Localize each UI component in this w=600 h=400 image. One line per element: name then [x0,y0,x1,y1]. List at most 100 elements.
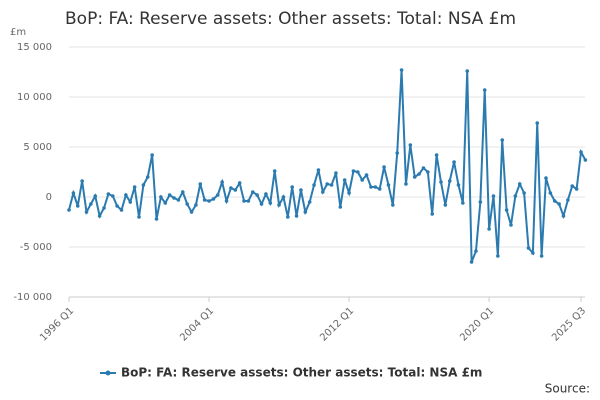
point [294,214,299,218]
point [167,193,172,197]
point [250,190,255,194]
point [583,158,588,162]
point [312,183,316,187]
point [89,202,93,206]
point [391,203,395,207]
point [237,181,242,185]
point [426,170,430,174]
point [159,195,163,199]
point [539,254,544,258]
x-tick-label: 2012 Q1 [318,305,356,343]
point [224,199,229,203]
point [264,192,268,196]
point [386,183,391,187]
x-tick-label: 2020 Q1 [458,305,496,343]
point [290,185,294,189]
y-axis-label: £m [10,27,26,38]
point [456,183,461,187]
point [75,204,80,208]
point [342,178,347,182]
point [316,168,321,172]
point [500,138,505,142]
point [154,217,159,221]
point [246,199,251,203]
point [526,246,531,250]
point [180,190,185,194]
point [513,194,518,198]
point [106,192,111,196]
point [522,191,526,195]
point [124,193,128,197]
point [517,182,522,186]
point [198,182,203,186]
point [137,215,141,219]
point [211,197,216,201]
point [172,196,176,200]
x-tick-label: 2025 Q3 [550,305,588,343]
point [504,208,509,212]
point [408,143,413,147]
point [272,169,277,173]
point [491,194,496,198]
point [364,173,369,177]
point [579,150,583,154]
point [574,187,579,191]
point [531,251,535,255]
y-tick-label: -10 000 [13,292,52,303]
point [570,184,575,188]
point [412,175,417,179]
point [382,165,386,169]
point [277,203,281,207]
point [373,185,378,189]
point [509,223,513,227]
point [404,182,408,186]
point [417,172,421,176]
point [487,227,491,231]
point [233,188,238,192]
x-tick-label: 2004 Q1 [178,305,216,343]
point [71,191,76,195]
point [207,199,211,203]
point [255,193,259,197]
point [351,169,356,173]
chart-title: BoP: FA: Reserve assets: Other assets: T… [65,9,516,29]
point [474,249,478,253]
legend-label: BoP: FA: Reserve assets: Other assets: T… [121,366,482,380]
point [321,190,325,194]
point [482,88,487,92]
point [145,175,150,179]
point [329,183,334,187]
point [452,160,456,164]
point [194,203,198,207]
point [557,202,561,206]
point [132,185,137,189]
point [347,191,351,195]
point [286,215,290,219]
point [325,182,329,186]
point [461,201,465,205]
point [430,212,435,216]
point [67,208,71,212]
point [338,205,343,209]
point [561,214,566,218]
point [268,201,273,205]
point [189,210,194,214]
point [215,193,220,197]
point [80,179,84,183]
point [242,199,246,203]
y-tick-label: -5 000 [20,242,52,253]
point [552,199,557,203]
point [259,202,264,206]
point [303,210,308,214]
point [469,260,474,264]
legend-marker [105,370,111,376]
point [229,186,233,190]
point [465,69,470,73]
point [478,200,483,204]
point [93,194,98,198]
point [439,180,443,184]
point [566,198,570,202]
point [141,183,146,187]
x-tick-label: 1996 Q1 [38,305,76,343]
